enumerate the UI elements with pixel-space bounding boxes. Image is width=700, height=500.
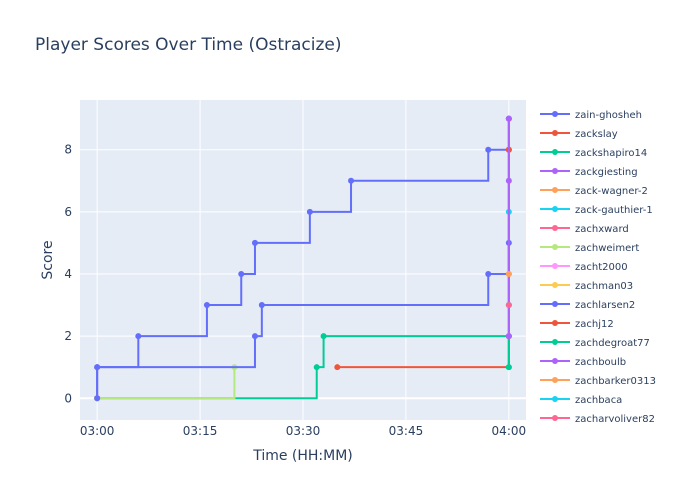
legend-item[interactable]: zacharyoliver82: [540, 414, 655, 425]
legend-item[interactable]: zacht2000: [540, 262, 628, 273]
legend-item[interactable]: zain-ghosheh: [540, 110, 642, 121]
legend-marker: [552, 168, 558, 174]
x-tick-label: 03:30: [286, 424, 321, 438]
data-point: [348, 177, 355, 184]
legend-label: zachman03: [575, 281, 633, 292]
y-axis-title: Score: [40, 240, 56, 279]
legend-label: zachlarsen2: [575, 300, 635, 311]
data-point: [313, 364, 320, 371]
x-tick-label: 03:15: [183, 424, 218, 438]
legend-label: zachdegroat77: [575, 338, 650, 349]
data-point: [505, 302, 512, 309]
legend-label: zacht2000: [575, 262, 628, 273]
legend-item[interactable]: zack-wagner-2: [540, 186, 648, 197]
series-zacharyoliver82: [505, 302, 512, 309]
legend-label: zachboulb: [575, 357, 626, 368]
data-point: [505, 364, 512, 371]
legend-label: zachweimert: [575, 243, 639, 254]
data-point: [320, 333, 327, 340]
data-point: [505, 115, 512, 122]
legend-marker: [552, 396, 558, 402]
legend-item[interactable]: zachdegroat77: [540, 338, 650, 349]
y-tick-label: 6: [64, 205, 72, 219]
data-point: [334, 364, 341, 371]
legend-item[interactable]: zackshapiro14: [540, 148, 647, 159]
data-point: [251, 333, 258, 340]
legend-marker: [552, 149, 558, 155]
y-tick-label: 0: [64, 391, 72, 405]
data-point: [238, 270, 245, 277]
legend-item[interactable]: zackslay: [540, 129, 618, 140]
series-zachboulb: [505, 115, 512, 340]
data-point: [251, 239, 258, 246]
legend-label: zacharyoliver82: [575, 414, 655, 425]
data-point: [94, 364, 101, 371]
legend-label: zachbarker0313: [575, 376, 656, 387]
legend-label: zackslay: [575, 129, 618, 140]
x-tick-label: 03:45: [389, 424, 424, 438]
axis-ticks: 0 2 4 6 8 03:00 03:15 03:30 03:45 04:00: [64, 143, 526, 438]
legend-label: zachxward: [575, 224, 629, 235]
legend-label: zackgiesting: [575, 167, 638, 178]
series-zachbarker0313: [505, 270, 512, 277]
legend-label: zain-ghosheh: [575, 110, 642, 121]
legend-item[interactable]: zachman03: [540, 281, 633, 292]
legend-marker: [552, 263, 558, 269]
legend-items: zain-ghosheh zackslay zackshapiro14 zackgie…: [540, 110, 656, 425]
data-point: [306, 208, 313, 215]
legend-item[interactable]: zachbaca: [540, 395, 622, 406]
data-point: [94, 395, 101, 402]
legend-marker: [552, 225, 558, 231]
series-line: [96, 242, 510, 399]
data-point: [505, 333, 512, 340]
data-point: [258, 302, 265, 309]
legend-label: zackshapiro14: [575, 148, 647, 159]
series-line: [96, 118, 510, 399]
legend-marker: [552, 320, 558, 326]
legend-marker: [552, 358, 558, 364]
x-tick-label: 03:00: [80, 424, 115, 438]
legend[interactable]: zain-ghosheh zackslay zackshapiro14 zackgie…: [540, 110, 656, 425]
chart-title: Player Scores Over Time (Ostracize): [35, 35, 342, 55]
legend-marker: [552, 187, 558, 193]
legend-item[interactable]: zachweimert: [540, 243, 639, 254]
legend-item[interactable]: zachj12: [540, 319, 614, 330]
legend-label: zachbaca: [575, 395, 622, 406]
x-axis-title: Time (HH:MM): [252, 448, 353, 464]
data-point: [505, 270, 512, 277]
y-tick-label: 8: [64, 143, 72, 157]
legend-marker: [552, 130, 558, 136]
series-line: [97, 367, 236, 400]
legend-marker: [552, 206, 558, 212]
legend-marker: [552, 339, 558, 345]
data-point: [485, 270, 492, 277]
y-tick-label: 2: [64, 329, 72, 343]
series-zachlarsen2: [94, 239, 512, 402]
data-point: [485, 146, 492, 153]
legend-item[interactable]: zackgiesting: [540, 167, 638, 178]
legend-item[interactable]: zachboulb: [540, 357, 626, 368]
legend-item[interactable]: zachbarker0313: [540, 376, 656, 387]
y-tick-label: 4: [64, 267, 72, 281]
legend-item[interactable]: zachlarsen2: [540, 300, 635, 311]
legend-label: zack-wagner-2: [575, 186, 648, 197]
legend-item[interactable]: zack-gauthier-1: [540, 205, 653, 216]
legend-label: zack-gauthier-1: [575, 205, 653, 216]
legend-marker: [552, 377, 558, 383]
series-layer: [94, 115, 512, 402]
legend-marker: [552, 282, 558, 288]
legend-marker: [552, 301, 558, 307]
x-tick-label: 04:00: [492, 424, 527, 438]
legend-marker: [552, 415, 558, 421]
data-point: [135, 333, 142, 340]
legend-marker: [552, 111, 558, 117]
data-point: [203, 302, 210, 309]
legend-marker: [552, 244, 558, 250]
legend-item[interactable]: zachxward: [540, 224, 629, 235]
legend-label: zachj12: [575, 319, 614, 330]
